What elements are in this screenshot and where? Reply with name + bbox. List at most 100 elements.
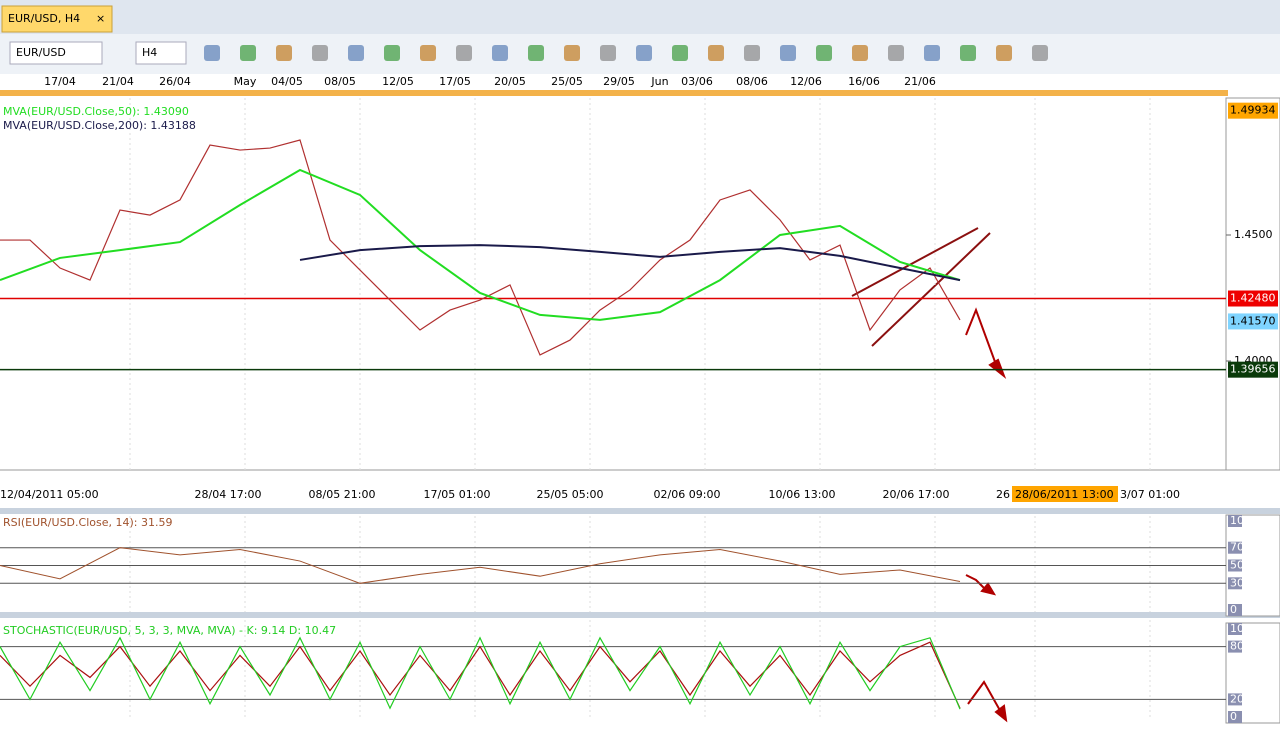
tool-icon — [708, 45, 724, 61]
tool-icon — [780, 45, 796, 61]
price-box-label: 1.41570 — [1230, 314, 1276, 327]
price-tick-label: 1.4500 — [1234, 228, 1273, 241]
top-date: 16/06 — [848, 75, 880, 88]
tick-bg — [1228, 515, 1242, 527]
period: H4 — [142, 46, 157, 59]
top-date: 17/05 — [439, 75, 471, 88]
tool-icon — [384, 45, 400, 61]
symbol: EUR/USD — [16, 46, 66, 59]
tool-icon — [348, 45, 364, 61]
tick-bg — [1228, 693, 1242, 706]
top-date: 12/06 — [790, 75, 822, 88]
tool-icon — [420, 45, 436, 61]
panel-tick-label: 100 — [1230, 514, 1251, 527]
tool-icon — [996, 45, 1012, 61]
top-date: 08/05 — [324, 75, 356, 88]
panel-tick-label: 0 — [1230, 710, 1237, 723]
stoch-k-line — [0, 636, 961, 710]
time-label: 25/05 05:00 — [537, 488, 604, 501]
top-date: 26/04 — [159, 75, 191, 88]
panel-tick-label: 30 — [1230, 576, 1244, 589]
tool-icon — [456, 45, 472, 61]
price-line — [0, 139, 961, 356]
panel-tick-label: 80 — [1230, 640, 1244, 653]
annotations — [851, 227, 1008, 723]
top-date: 21/04 — [102, 75, 134, 88]
time-label: 17/05 01:00 — [424, 488, 491, 501]
wedge-top — [851, 227, 979, 297]
arrowhead — [980, 582, 997, 596]
top-date: 17/04 — [44, 75, 76, 88]
panel-tick-label: 0 — [1230, 603, 1237, 616]
arrowhead — [988, 358, 1007, 379]
tick-bg — [1228, 604, 1242, 616]
tick-bg — [1228, 711, 1242, 723]
top-date: 21/06 — [904, 75, 936, 88]
price-scale — [1225, 97, 1280, 471]
tick-bg — [1228, 623, 1242, 635]
top-date: 25/05 — [551, 75, 583, 88]
ma200-line — [299, 244, 961, 282]
tick-bg — [1228, 640, 1242, 653]
wedge-bottom — [871, 232, 991, 347]
time-label: 28/04 17:00 — [195, 488, 262, 501]
price-box-label: 1.49934 — [1230, 104, 1276, 117]
tool-icon — [852, 45, 868, 61]
top-date: 08/06 — [736, 75, 768, 88]
time-label: 02/06 09:00 — [654, 488, 721, 501]
ma50-line — [0, 168, 961, 321]
tab-bar — [0, 0, 1280, 34]
tool-icon — [816, 45, 832, 61]
time-label: 10/06 13:00 — [769, 488, 836, 501]
tool-icon — [924, 45, 940, 61]
tool-icon — [528, 45, 544, 61]
top-date: May — [234, 75, 257, 88]
date-markers — [0, 90, 1228, 96]
price-box-label: 1.39656 — [1230, 363, 1276, 376]
cursor-time: 28/06/2011 13:00 — [1015, 488, 1114, 501]
tool-icon — [204, 45, 220, 61]
stoch-d-line — [0, 641, 961, 709]
tool-icon — [240, 45, 256, 61]
splitter — [0, 612, 1280, 618]
tool-icon — [672, 45, 688, 61]
time-label: 26 — [996, 488, 1010, 501]
top-date: 20/05 — [494, 75, 526, 88]
tool-icon — [600, 45, 616, 61]
tab[interactable] — [1, 5, 113, 33]
top-date: 12/05 — [382, 75, 414, 88]
tab-close[interactable]: × — [96, 12, 105, 25]
tick-bg — [1228, 541, 1242, 554]
tab-title: EUR/USD, H4 — [8, 12, 80, 25]
tool-icon — [744, 45, 760, 61]
tick-bg — [1228, 559, 1242, 572]
panel-tick-label: 100 — [1230, 622, 1251, 635]
tool-icon — [960, 45, 976, 61]
toolbar-icons — [204, 45, 1048, 61]
price-box — [1228, 313, 1278, 330]
cursor-time-box — [1012, 486, 1118, 502]
tool-icon — [564, 45, 580, 61]
splitter — [0, 508, 1280, 514]
price-box — [1228, 361, 1278, 378]
tool-icon — [1032, 45, 1048, 61]
period-select[interactable] — [135, 41, 187, 65]
price-box — [1228, 102, 1278, 119]
tool-icon — [492, 45, 508, 61]
top-date: 29/05 — [603, 75, 635, 88]
tool-icon — [276, 45, 292, 61]
top-date: 04/05 — [271, 75, 303, 88]
tool-icon — [636, 45, 652, 61]
panel-tick-label: 50 — [1230, 559, 1244, 572]
arrow — [967, 680, 1003, 715]
time-label: 3/07 01:00 — [1120, 488, 1180, 501]
time-label: 08/05 21:00 — [309, 488, 376, 501]
panel-label: RSI(EUR/USD.Close, 14): 31.59 — [3, 516, 172, 529]
legend-entry: MVA(EUR/USD.Close,50): 1.43090 — [3, 105, 189, 118]
panel-tick-label: 20 — [1230, 692, 1244, 705]
symbol-select[interactable] — [9, 41, 103, 65]
tool-icon — [888, 45, 904, 61]
tick-bg — [1228, 577, 1242, 590]
legend-entry: MVA(EUR/USD.Close,200): 1.43188 — [3, 119, 196, 132]
